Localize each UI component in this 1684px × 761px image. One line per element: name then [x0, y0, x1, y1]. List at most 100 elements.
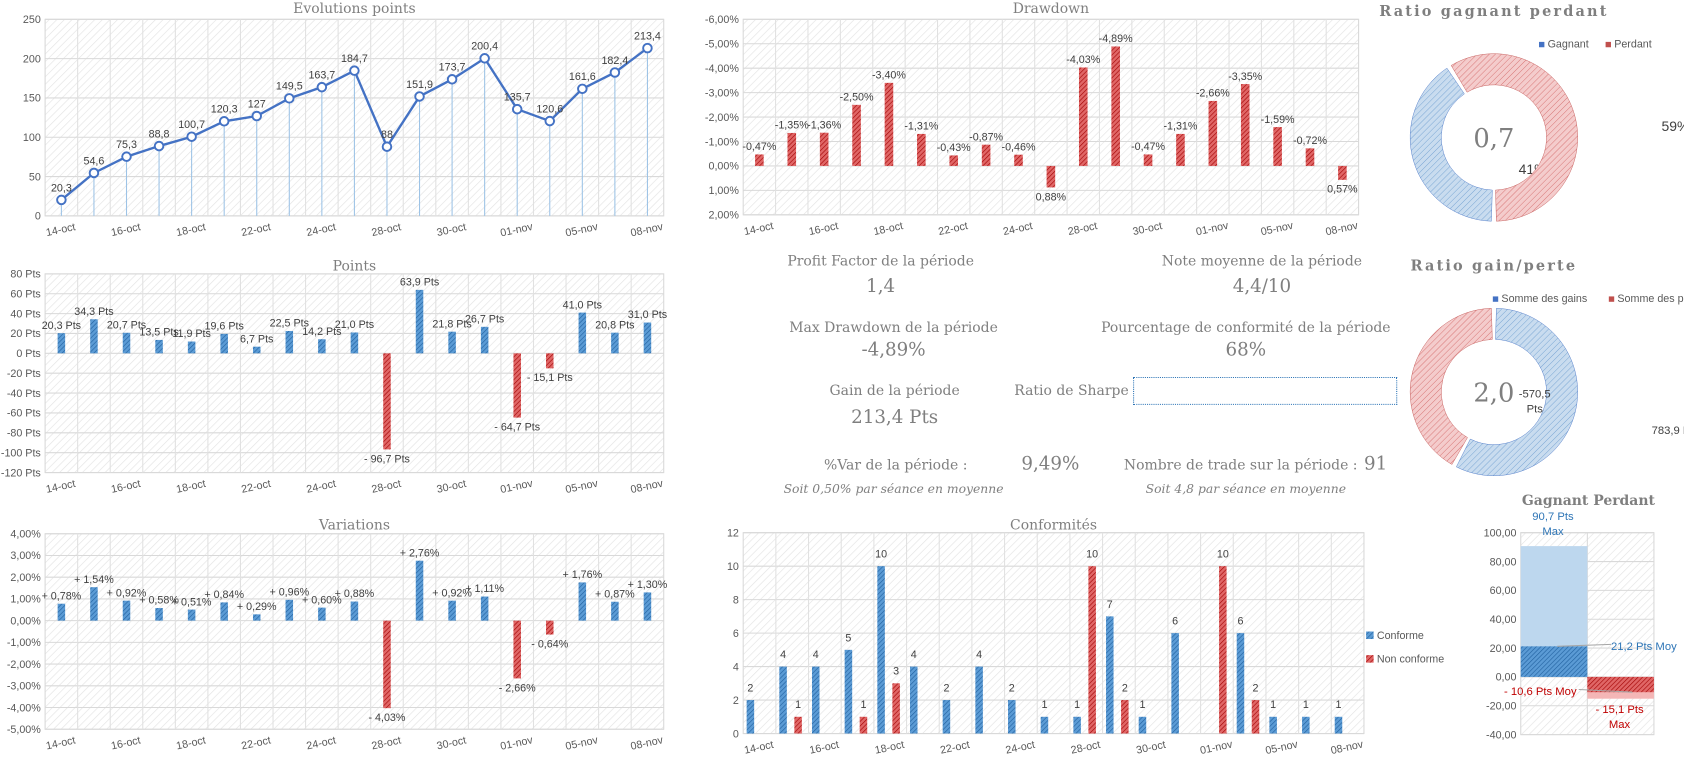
variations-x-tick: 08-nov — [630, 734, 665, 753]
ratio_gain_perte-slice-label: -570,5 — [1519, 388, 1551, 400]
conformites-bar-conforme — [1236, 633, 1245, 734]
conformites-bar-conforme — [746, 700, 755, 734]
evol-point — [218, 116, 230, 127]
conformites-bar-non-conforme — [859, 716, 868, 734]
conformites-bar-conforme — [975, 666, 983, 734]
evol-x-tick: 14-oct — [45, 221, 77, 239]
conformites-data-label: 4 — [911, 649, 917, 661]
drawdown-bar — [1338, 165, 1347, 180]
drawdown-data-label: -1,31% — [904, 121, 938, 133]
drawdown-y-tick: -5,00% — [705, 39, 739, 51]
ratio_gain_perte-legend-swatch — [1608, 296, 1615, 302]
variations-bar — [480, 596, 489, 621]
points-bar — [513, 353, 521, 418]
drawdown-x-tick: 28-oct — [1067, 220, 1099, 238]
drawdown-data-label: 0,88% — [1036, 191, 1067, 203]
drawdown-bar — [1143, 154, 1153, 166]
gp-title: Gagnant Perdant — [1522, 493, 1656, 509]
variations-data-label: + 0,87% — [595, 588, 635, 600]
perdant-moy-label: - 10,6 Pts Moy — [1504, 686, 1577, 698]
conformites-bar-conforme — [1138, 716, 1147, 734]
points-bar — [220, 333, 228, 354]
points-data-label: 20,3 Pts — [42, 320, 81, 332]
points-y-tick: 0 Pts — [16, 348, 40, 360]
drawdown-bar — [949, 155, 959, 166]
conformites-bar-conforme — [811, 666, 820, 734]
drawdown-bar — [917, 133, 926, 166]
drawdown-bar — [1078, 67, 1088, 166]
variations-data-label: + 2,76% — [400, 547, 440, 559]
conformites-data-label: 5 — [845, 632, 851, 644]
legend-label-conforme: Conforme — [1377, 630, 1424, 642]
variations-y-tick: 3,00% — [10, 550, 41, 562]
variations-y-tick: 0,00% — [10, 615, 41, 627]
drawdown-data-label: -1,35% — [775, 120, 809, 132]
conformites-bar-conforme — [877, 566, 885, 734]
drawdown-y-tick: -3,00% — [705, 87, 739, 99]
drawdown-y-tick: -4,00% — [705, 63, 739, 75]
conformites-data-label: 7 — [1107, 599, 1113, 611]
trades-sub: Soit 4,8 par séance en moyenne — [1145, 481, 1346, 497]
drawdown-data-label: -0,72% — [1293, 135, 1327, 147]
points-bar — [611, 332, 619, 354]
gagnant-max-label: Max — [1542, 526, 1564, 538]
conformites-data-label: 1 — [860, 699, 866, 711]
conformites-bar-non-conforme — [892, 683, 900, 734]
drawdown-bar — [1305, 148, 1315, 166]
evol-point — [381, 141, 393, 152]
variations-bar — [90, 587, 98, 621]
evol-point — [284, 93, 295, 104]
max-drawdown-value: -4,89% — [861, 339, 926, 361]
gp-leader-line — [1557, 643, 1611, 647]
points-data-label: - 64,7 Pts — [494, 422, 540, 434]
legend-label-non-conforme: Non conforme — [1377, 654, 1444, 666]
drawdown-x-tick: 24-oct — [1002, 220, 1034, 238]
variations-y-tick: -5,00% — [7, 724, 41, 736]
evol-data-label: 163,7 — [308, 70, 335, 82]
evol-data-label: 88 — [381, 129, 393, 141]
points-bar — [415, 289, 424, 354]
conformites-data-label: 2 — [747, 682, 753, 694]
drawdown-bar — [1111, 46, 1120, 166]
evol-point — [446, 74, 458, 85]
variations-title: Variations — [318, 517, 390, 533]
conformites-bar-conforme — [1073, 716, 1081, 734]
conformites-x-tick: 24-oct — [1004, 739, 1036, 757]
points-bar — [122, 332, 131, 354]
drawdown-data-label: -0,47% — [1131, 141, 1165, 153]
sharpe-ratio-cell[interactable] — [1133, 376, 1398, 405]
drawdown-bar — [1240, 84, 1250, 166]
conformites-bar-conforme — [1106, 616, 1114, 734]
drawdown-data-label: -1,31% — [1163, 121, 1197, 133]
evol-y-tick: 200 — [23, 53, 41, 65]
evol-data-label: 161,6 — [569, 71, 596, 83]
drawdown-y-tick: -2,00% — [705, 112, 739, 124]
points-y-tick: 80 Pts — [10, 269, 40, 281]
conformites-y-tick: 0 — [733, 728, 739, 740]
evol-x-tick: 05-nov — [564, 221, 599, 240]
conformites-x-tick: 16-oct — [808, 739, 840, 757]
points-y-tick: -80 Pts — [7, 428, 41, 440]
evol-data-label: 127 — [248, 98, 266, 110]
variations-bar — [285, 599, 294, 621]
drawdown-x-tick: 22-oct — [937, 220, 969, 238]
evol-point — [609, 67, 621, 78]
conformites-data-label: 2 — [1122, 682, 1128, 694]
evol-data-label: 200,4 — [471, 41, 498, 53]
legend-swatch — [1366, 655, 1374, 663]
conformites-y-tick: 12 — [727, 527, 739, 539]
points-x-tick: 16-oct — [110, 478, 142, 496]
variations-x-tick: 28-oct — [371, 735, 403, 753]
conformites-data-label: 10 — [1086, 549, 1098, 561]
points-bar — [187, 341, 196, 354]
conformites-bar-non-conforme — [794, 716, 802, 734]
gagnant-moy-bar — [1520, 646, 1588, 677]
drawdown-data-label: -2,50% — [840, 92, 874, 104]
points-bar — [546, 353, 554, 369]
drawdown-bar — [981, 144, 991, 166]
evol-data-label: 100,7 — [178, 119, 205, 131]
variations-x-tick: 24-oct — [305, 735, 337, 753]
ratio_gain_perte-slice-label: Pts — [1527, 403, 1544, 415]
variations-data-label: + 1,76% — [563, 569, 603, 581]
evol-data-label: 120,6 — [536, 103, 563, 115]
